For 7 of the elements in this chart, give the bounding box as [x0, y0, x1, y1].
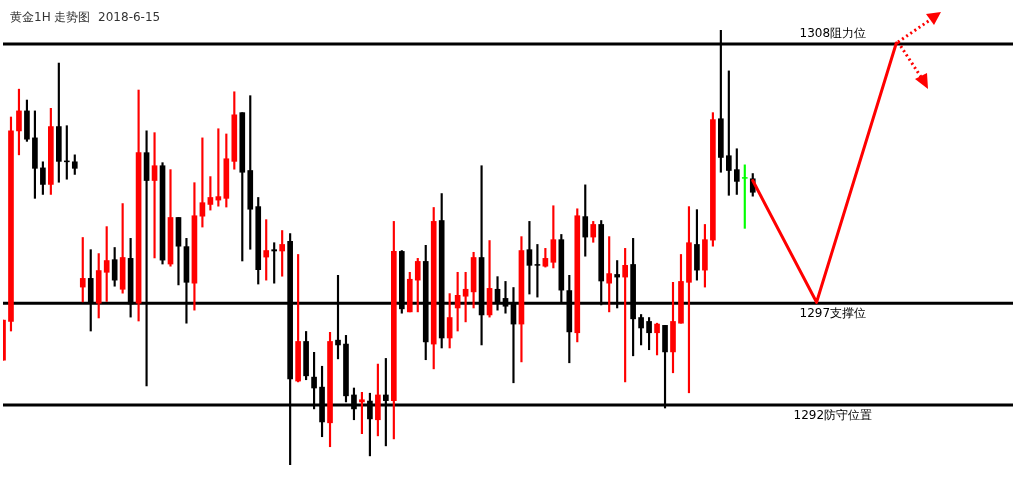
candlestick [151, 132, 158, 259]
ref-line-label: 1292防守位置 [793, 408, 873, 423]
ref-line-label: 1297支撑位 [799, 306, 867, 321]
candlestick [526, 221, 533, 295]
chart-title: 黄金1H 走势图 2018-6-15 [10, 9, 161, 26]
ref-line-label: 1308阻力位 [799, 26, 867, 41]
candlestick [271, 242, 278, 284]
